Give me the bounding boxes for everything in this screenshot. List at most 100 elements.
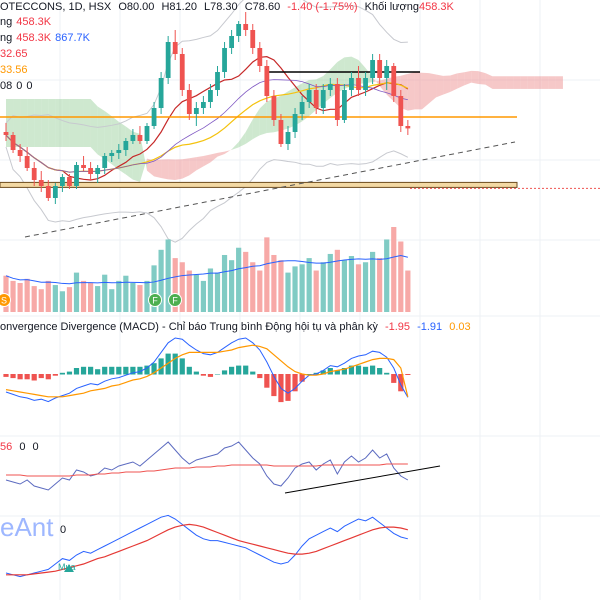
candle-body <box>116 150 122 153</box>
macd-hist-bar <box>398 374 404 392</box>
legend-row-4: 33.56 <box>0 63 32 77</box>
trendline <box>24 141 516 238</box>
cloud-segment <box>499 76 507 89</box>
volume-bar <box>306 258 312 312</box>
volume-bar <box>24 278 30 312</box>
volume-bar <box>144 280 150 312</box>
bollinger-upper <box>5 0 408 128</box>
candle-body <box>193 108 199 114</box>
f-signal-marker-2-label: F <box>172 296 178 306</box>
cloud-segment <box>97 106 105 159</box>
candle-body <box>45 186 51 198</box>
macd-hist-bar <box>193 371 199 375</box>
price-overlays <box>0 0 600 243</box>
macd-hist-bar <box>229 366 235 375</box>
macd-hist-bar <box>172 353 178 375</box>
macd-hist-bar <box>285 374 291 401</box>
s-signal-marker-label: S <box>1 296 7 306</box>
stoch-ma-line <box>6 523 408 576</box>
legend-row-value: 0 <box>16 80 23 92</box>
cloud-segment <box>414 72 422 110</box>
f-signal-marker-2 <box>168 293 182 307</box>
volume-bar <box>45 280 51 312</box>
cloud-segment <box>83 99 91 147</box>
volume-bar <box>370 251 376 312</box>
candle-body <box>17 150 23 156</box>
macd-hist-bar <box>271 374 277 397</box>
cloud-segment <box>20 99 28 147</box>
volume-bar <box>271 254 277 312</box>
macd-hist-bar <box>299 374 305 382</box>
volume-bar <box>179 262 185 312</box>
open-value: O80.00 <box>118 1 155 13</box>
cloud-segment <box>534 76 542 89</box>
s-signal-marker <box>0 293 11 307</box>
cloud-segment <box>506 76 514 89</box>
cloud-segment <box>111 116 119 170</box>
volume-bar <box>377 258 383 312</box>
ichimoku-cloud <box>6 56 563 182</box>
candle-body <box>405 126 411 129</box>
volume-bar <box>341 260 347 312</box>
cloud-segment <box>76 99 84 147</box>
cloud-segment <box>471 70 479 84</box>
macd-hist-bar <box>186 366 192 375</box>
cloud-segment <box>527 76 535 89</box>
cloud-segment <box>104 111 112 165</box>
rsi-panel <box>5 441 441 494</box>
candle-body <box>201 102 206 108</box>
cloud-segment <box>238 132 246 148</box>
volume-bar <box>80 280 87 312</box>
cloud-segment <box>210 152 218 163</box>
candle-body <box>130 135 136 141</box>
volume-bar <box>116 280 122 312</box>
high-value: H81.20 <box>161 1 197 13</box>
volume-bar <box>285 272 291 312</box>
volume-bar <box>292 266 298 312</box>
macd-line <box>5 337 409 403</box>
volume-bar <box>59 291 65 312</box>
signal-markers: F F S Mua <box>0 293 182 572</box>
candle-body <box>208 90 213 102</box>
cloud-segment <box>175 159 183 180</box>
candle-body <box>179 54 185 90</box>
candle-body <box>109 153 115 156</box>
cloud-segment <box>478 71 486 85</box>
macd-hist-bar <box>151 363 157 375</box>
cloud-segment <box>48 99 56 147</box>
candle-body <box>334 84 340 120</box>
cloud-segment <box>457 72 465 89</box>
cloud-segment <box>224 149 232 154</box>
macd-hist-bar <box>391 374 397 383</box>
candle-body <box>370 60 375 78</box>
candle-body <box>257 48 263 66</box>
symbol-legend: OTECCONS, 1D, HSX O80.00 H81.20 L78.30 C… <box>0 0 458 14</box>
candle-body <box>158 78 164 108</box>
volume-bar <box>355 264 362 312</box>
macd-hist-bar <box>144 365 150 375</box>
macd-hist-bar <box>52 374 58 376</box>
macd-hist-bar <box>221 370 228 375</box>
volume-bar <box>243 251 249 312</box>
candle-body <box>250 30 256 48</box>
candle-body <box>172 42 178 54</box>
cloud-segment <box>189 157 197 176</box>
macd-hist-bar <box>355 365 362 375</box>
rsi-legend: 56 0 0 <box>0 440 43 454</box>
candle-body <box>384 66 390 78</box>
macd-hist-bar <box>80 366 87 375</box>
cloud-segment <box>259 101 267 136</box>
cloud-segment <box>429 73 437 104</box>
rsi-value: 56 <box>0 441 13 453</box>
macd-hist-bar <box>370 365 376 375</box>
legend-row-volume: ng 458.3K <box>0 15 55 29</box>
macd-hist-bar <box>24 374 30 380</box>
volume-bar <box>66 287 73 312</box>
legend-row-label: 08 <box>0 80 13 92</box>
macd-panel <box>3 337 411 403</box>
volume-bar <box>88 282 94 312</box>
candle-body <box>342 90 347 120</box>
volume-bar <box>348 256 355 312</box>
candle-body <box>52 186 58 198</box>
